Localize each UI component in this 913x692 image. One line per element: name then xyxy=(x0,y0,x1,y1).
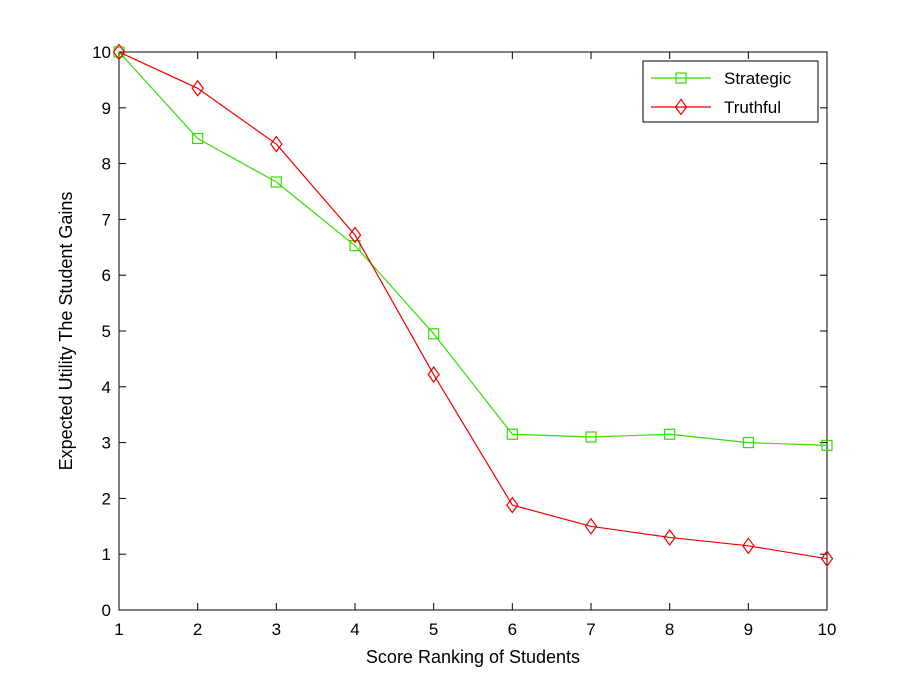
data-point-truthful xyxy=(742,537,755,555)
legend-box xyxy=(642,60,819,123)
data-point-truthful xyxy=(584,517,598,535)
data-point-strategic xyxy=(821,439,833,451)
data-point-truthful xyxy=(348,226,362,244)
series-truthful xyxy=(112,43,834,568)
x-tick-label: 7 xyxy=(586,620,595,639)
x-tick-label: 9 xyxy=(744,620,753,639)
x-tick-label: 2 xyxy=(193,620,202,639)
x-tick-label: 6 xyxy=(508,620,517,639)
x-tick-label: 5 xyxy=(429,620,438,639)
x-axis-label: Score Ranking of Students xyxy=(366,647,580,667)
y-tick-label: 1 xyxy=(102,545,111,564)
data-point-strategic xyxy=(742,437,754,449)
data-point-strategic xyxy=(506,428,518,440)
legend-marker-strategic xyxy=(675,72,687,84)
legend-marker-truthful xyxy=(674,98,688,116)
y-tick-label: 0 xyxy=(102,601,111,620)
x-tick-label: 1 xyxy=(114,620,123,639)
y-tick-label: 2 xyxy=(102,489,111,508)
data-point-truthful xyxy=(270,135,283,153)
series-strategic xyxy=(113,46,833,451)
data-point-strategic xyxy=(428,328,440,340)
x-axis-ticks: 1 2 3 4 5 6 7 8 9 10 xyxy=(114,52,836,639)
y-tick-label: 3 xyxy=(102,434,111,453)
data-point-truthful xyxy=(506,496,519,514)
x-tick-label: 3 xyxy=(272,620,281,639)
legend: Strategic Truthful xyxy=(642,60,819,123)
data-point-truthful xyxy=(663,528,676,546)
x-tick-label: 10 xyxy=(818,620,837,639)
y-tick-label: 5 xyxy=(102,322,111,341)
y-tick-label: 7 xyxy=(102,210,111,229)
data-point-strategic xyxy=(585,431,597,443)
series-layer xyxy=(112,43,834,568)
data-point-truthful xyxy=(112,43,126,61)
plot-area xyxy=(118,51,828,611)
y-tick-label: 10 xyxy=(92,43,111,62)
y-axis-ticks: 0 1 2 3 4 5 6 7 8 9 10 xyxy=(92,43,827,620)
series-line-truthful xyxy=(118,51,828,560)
data-point-strategic xyxy=(270,176,282,188)
legend-label-truthful: Truthful xyxy=(724,98,781,117)
x-tick-label: 8 xyxy=(665,620,674,639)
data-point-truthful xyxy=(427,366,440,384)
series-line-strategic xyxy=(118,51,828,446)
data-point-truthful xyxy=(820,550,834,568)
data-point-truthful xyxy=(191,79,204,97)
data-point-strategic xyxy=(664,428,676,440)
y-tick-label: 6 xyxy=(102,266,111,285)
y-tick-label: 8 xyxy=(102,155,111,174)
data-point-strategic xyxy=(349,240,361,252)
y-tick-label: 9 xyxy=(102,99,111,118)
data-point-strategic xyxy=(192,132,204,145)
x-tick-label: 4 xyxy=(350,620,359,639)
y-axis-label: Expected Utility The Student Gains xyxy=(56,192,76,471)
legend-label-strategic: Strategic xyxy=(724,69,792,88)
y-tick-label: 4 xyxy=(102,378,111,397)
